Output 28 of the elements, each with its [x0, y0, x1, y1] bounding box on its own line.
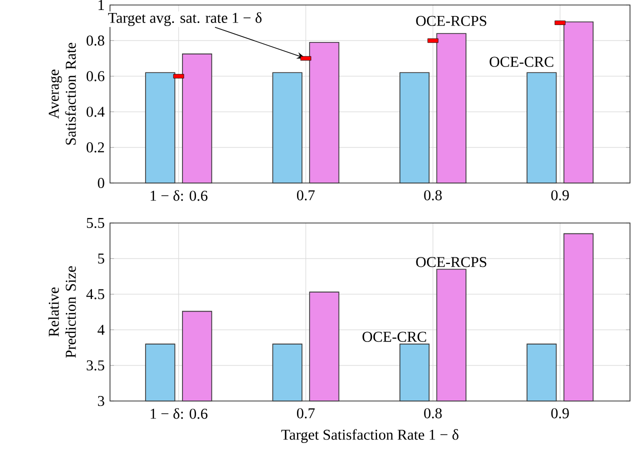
- y-axis-title: Relative Prediction Size: [48, 266, 76, 358]
- y-tick-label: 0: [98, 178, 104, 188]
- y-tick-label: 4.5: [86, 289, 104, 300]
- y-tick-label: 3.5: [86, 360, 104, 370]
- x-tick-label: 1 − δ: 0.6: [150, 408, 208, 419]
- y-tick-label: 0.8: [86, 36, 104, 46]
- series-label: OCE-CRC: [490, 56, 554, 67]
- x-tick-label: 0.9: [551, 408, 569, 418]
- y-tick-label: 1: [98, 0, 104, 10]
- y-tick-label: 0.6: [86, 71, 104, 82]
- series-label: OCE-RCPS: [416, 257, 486, 268]
- y-tick-label: 3: [98, 396, 104, 406]
- y-tick-label: 4: [98, 324, 105, 335]
- y-tick-label: 5: [98, 254, 104, 264]
- x-tick-label: 0.9: [551, 190, 569, 200]
- x-tick-label: 1 − δ: 0.6: [150, 190, 208, 201]
- y-axis-title: Average Satisfaction Rate: [48, 42, 76, 145]
- series-label: OCE-CRC: [362, 332, 426, 342]
- y-tick-label: 5.5: [86, 218, 104, 228]
- y-tick-label: 0.4: [86, 106, 105, 117]
- x-tick-label: 0.8: [424, 408, 442, 418]
- x-axis-title: Target Satisfaction Rate 1 − δ: [281, 429, 458, 443]
- x-tick-label: 0.7: [296, 190, 315, 200]
- annotation: Target avg. sat. rate 1 − δ: [108, 12, 262, 26]
- y-tick-label: 0.2: [86, 142, 104, 152]
- x-tick-label: 0.8: [424, 190, 442, 200]
- series-label: OCE-RCPS: [416, 16, 486, 26]
- x-tick-label: 0.7: [296, 408, 315, 418]
